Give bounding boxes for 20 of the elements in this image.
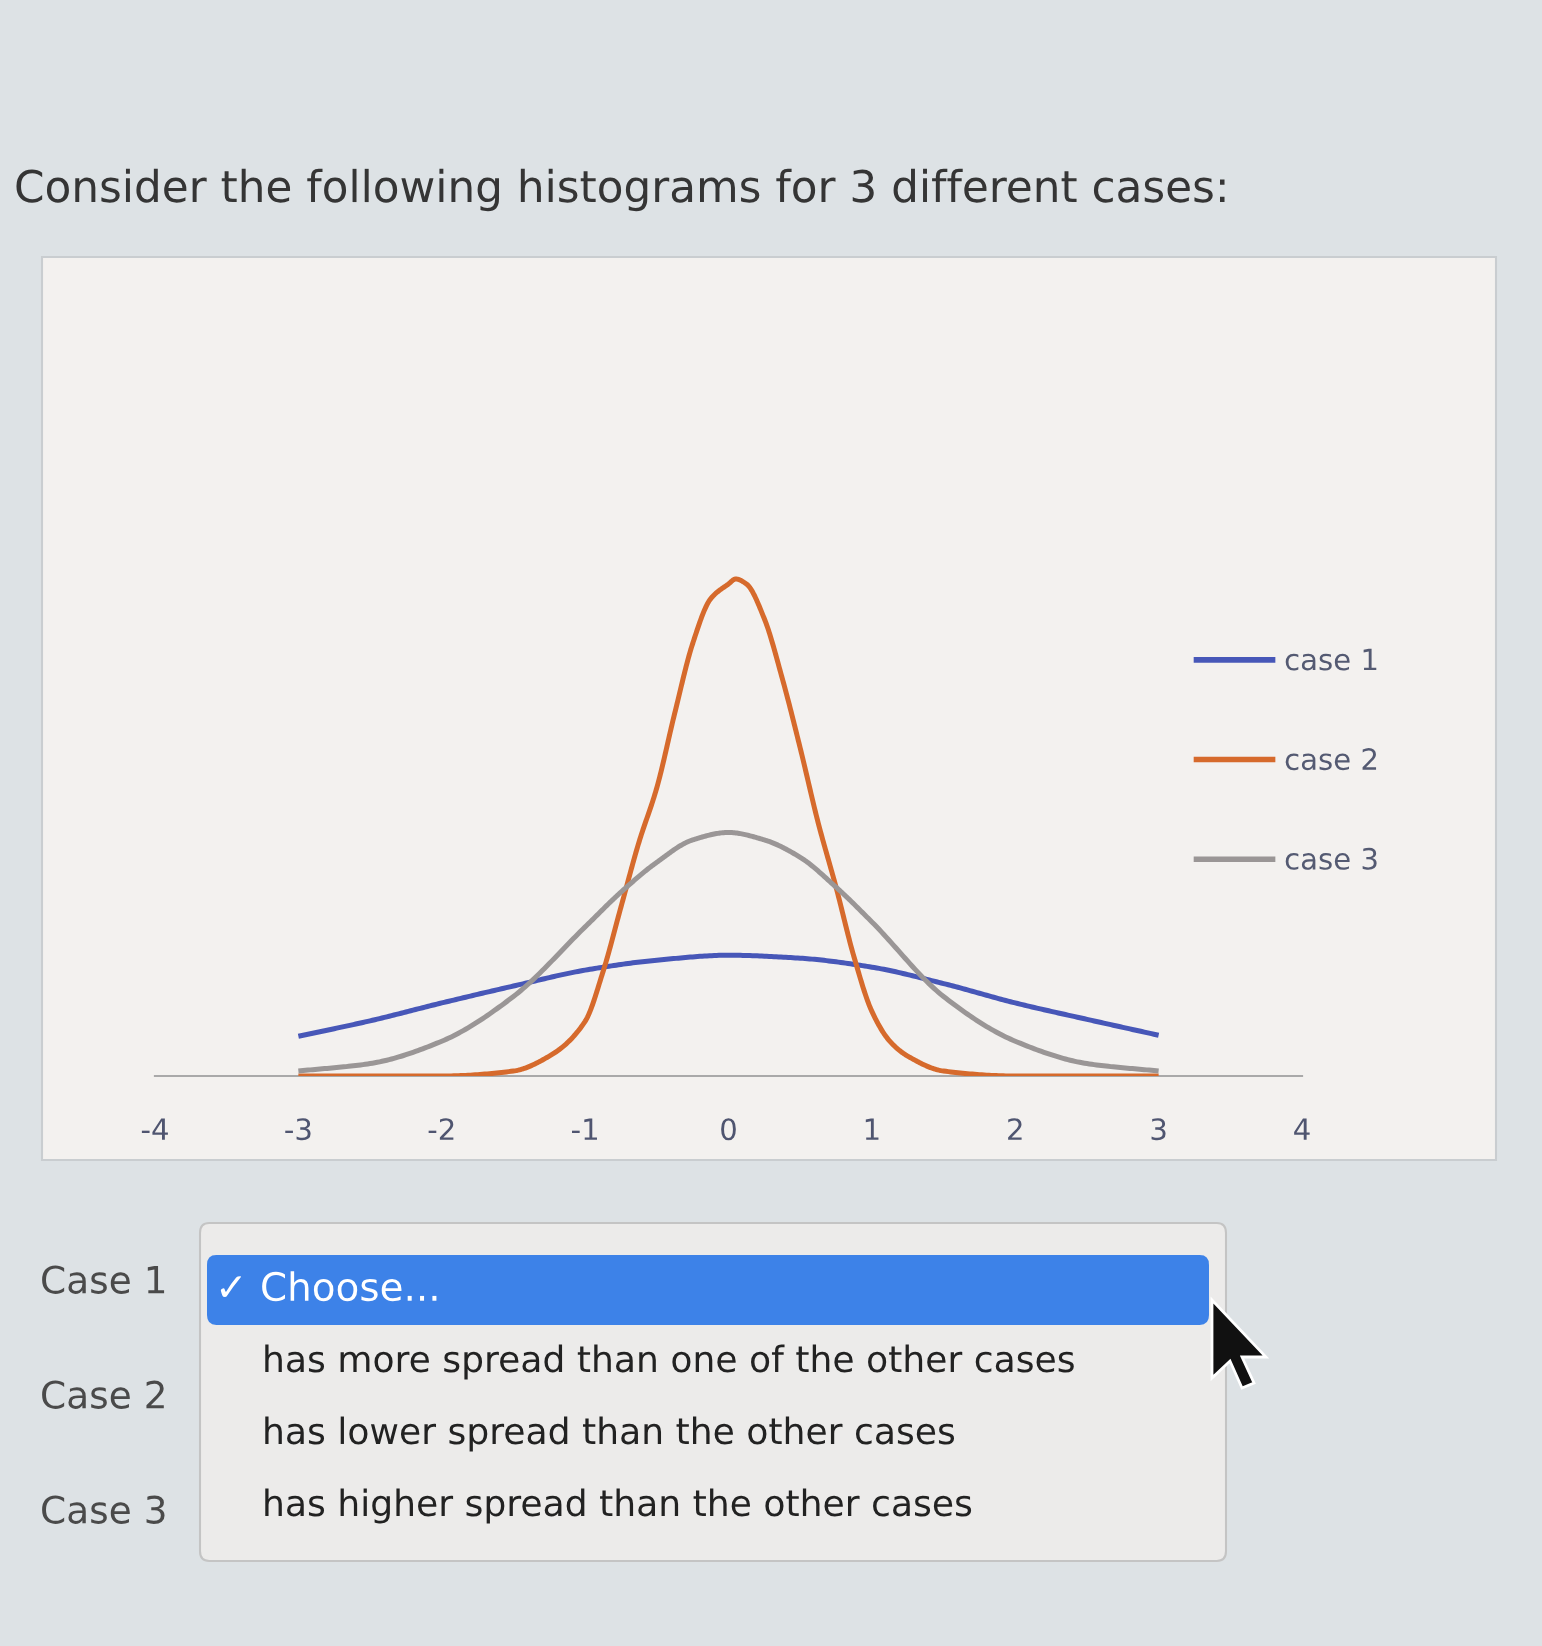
text: Case 1 bbox=[42, 1265, 165, 1294]
text: ✓ Choose... bbox=[220, 1271, 437, 1302]
x-tick-label: -3 bbox=[285, 1118, 311, 1141]
text: has higher spread than the other cases bbox=[265, 1488, 972, 1524]
x-tick-label: 2 bbox=[1008, 1118, 1022, 1140]
x-tick-label: 4 bbox=[1294, 1118, 1310, 1140]
text: has more spread than one of the other cases bbox=[265, 1344, 1074, 1380]
x-tick-label: 0 bbox=[721, 1118, 736, 1141]
x-tick-label: -1 bbox=[572, 1118, 597, 1140]
legend-label: case 1 bbox=[1285, 648, 1377, 671]
x-tick-label: -2 bbox=[428, 1118, 454, 1140]
text: has lower spread than the other cases bbox=[265, 1416, 955, 1452]
text: Case 2 bbox=[42, 1380, 164, 1409]
legend-label: case 2 bbox=[1285, 748, 1377, 771]
chart-title: Consider the following histograms for 3 different cases: bbox=[16, 168, 1225, 212]
text: Case 3 bbox=[42, 1495, 165, 1524]
legend-label: case 3 bbox=[1285, 847, 1377, 870]
x-tick-label: 1 bbox=[865, 1118, 879, 1140]
x-tick-label: -4 bbox=[141, 1118, 168, 1140]
x-tick-label: 3 bbox=[1151, 1118, 1166, 1141]
